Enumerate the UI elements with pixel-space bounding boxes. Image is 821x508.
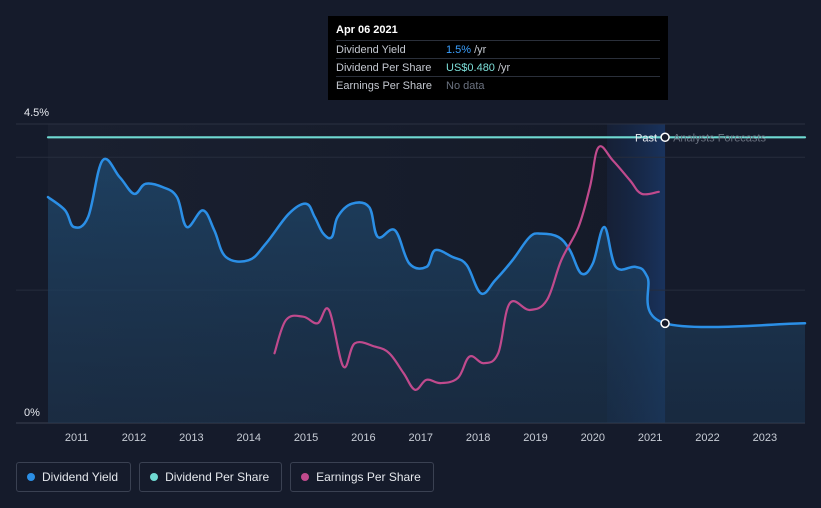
legend-item-dividend-per-share[interactable]: Dividend Per Share xyxy=(139,462,283,492)
tooltip-label: Earnings Per Share xyxy=(336,79,432,92)
x-tick-label: 2015 xyxy=(294,432,318,444)
x-tick-label: 2023 xyxy=(753,432,777,444)
highlight-marker-dividend-yield xyxy=(660,318,670,329)
series-area-dividend-yield xyxy=(48,158,805,423)
tooltip: Apr 06 2021 Dividend Yield 1.5% /yr Divi… xyxy=(328,16,668,100)
series-line-earnings-per-share xyxy=(273,145,660,391)
tooltip-date: Apr 06 2021 xyxy=(336,24,398,36)
y-tick-label-top: 4.5% xyxy=(24,107,49,119)
x-tick-label: 2020 xyxy=(581,432,605,444)
x-tick-label: 2021 xyxy=(638,432,662,444)
series-line-dividend-yield xyxy=(46,157,807,329)
x-tick-label: 2018 xyxy=(466,432,490,444)
legend: Dividend Yield Dividend Per Share Earnin… xyxy=(16,462,434,492)
past-label: Past xyxy=(635,132,657,144)
x-tick-label: 2022 xyxy=(695,432,719,444)
tooltip-unit: /yr xyxy=(497,61,511,74)
tooltip-label: Dividend Per Share xyxy=(336,61,432,74)
x-axis-ticks: 2011 2012 2013 2014 2015 2016 2017 2018 2019 2020… xyxy=(65,432,777,444)
legend-label: Earnings Per Share xyxy=(316,470,421,484)
y-tick-label-bottom: 0% xyxy=(24,407,40,419)
tooltip-unit: /yr xyxy=(474,43,487,56)
tooltip-value: US$0.480 xyxy=(446,61,495,74)
x-tick-label: 2016 xyxy=(351,432,375,444)
x-tick-label: 2019 xyxy=(523,432,547,444)
tooltip-label: Dividend Yield xyxy=(336,43,406,56)
legend-label: Dividend Per Share xyxy=(165,470,270,484)
x-tick-label: 2012 xyxy=(122,432,146,444)
tooltip-row-dividend-per-share: Dividend Per Share US$0.480 /yr xyxy=(336,58,660,76)
legend-dot-icon xyxy=(301,473,310,481)
forecast-label: Analysts Forecasts xyxy=(673,132,766,144)
series-layer xyxy=(46,136,807,423)
legend-item-dividend-yield[interactable]: Dividend Yield xyxy=(16,462,132,492)
legend-dot-icon xyxy=(27,473,35,481)
legend-dot-icon xyxy=(150,473,159,481)
tooltip-row-earnings-per-share: Earnings Per Share No data xyxy=(336,76,660,94)
x-tick-label: 2014 xyxy=(236,432,260,444)
legend-label: Dividend Yield xyxy=(42,470,119,484)
tooltip-value: No data xyxy=(446,79,485,92)
tooltip-row-dividend-yield: Dividend Yield 1.5% /yr xyxy=(336,40,660,58)
legend-item-earnings-per-share[interactable]: Earnings Per Share xyxy=(290,462,434,492)
x-tick-label: 2013 xyxy=(179,432,203,444)
x-tick-label: 2011 xyxy=(65,432,89,444)
highlight-marker-dividend-per-share xyxy=(660,132,670,143)
tooltip-value: 1.5% xyxy=(446,43,472,56)
x-tick-label: 2017 xyxy=(409,432,433,444)
